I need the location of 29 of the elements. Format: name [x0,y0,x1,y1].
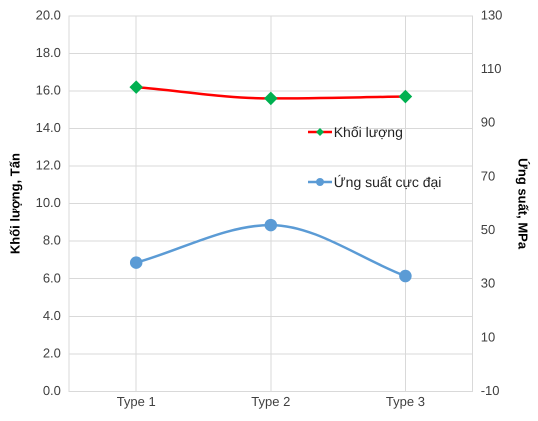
y-tick-label: 20.0 [36,7,61,22]
y-axis-title: Khối lượng, Tấn [7,153,22,254]
legend-label: Ứng suất cực đại [334,174,442,190]
x-tick-label: Type 1 [116,394,156,409]
y2-axis-title: Ứng suất, MPa [516,158,531,250]
y-tick-label: 14.0 [36,120,61,136]
y2-tick-label: 30 [480,276,496,291]
y-tick-label: 6.0 [42,270,61,286]
point [264,218,278,232]
y2-tick-label: 70 [480,168,496,184]
y-tick-label: 8.0 [42,232,61,248]
y-tick-label: 4.0 [42,308,61,323]
y2-tick-label: 130 [480,7,502,22]
y-tick-label: 10.0 [36,195,61,210]
y-tick-label: 0.0 [42,382,61,398]
y2-tick-label: 110 [480,61,502,76]
y-tick-label: 16.0 [36,82,61,98]
y-tick-label: 18.0 [36,44,61,60]
x-tick-label: Type 3 [386,394,425,409]
y2-tick-label: 50 [480,222,496,238]
point [399,270,412,282]
y-tick-label: 2.0 [42,345,61,360]
legend-label: Khối lượng [334,124,403,140]
y2-tick-label: 10 [480,329,496,344]
point [130,256,142,269]
y-tick-label: 12.0 [36,158,61,173]
y2-tick-label: 90 [480,114,496,130]
x-tick-label: Type 2 [251,394,290,409]
y2-tick-label: -10 [480,382,500,398]
